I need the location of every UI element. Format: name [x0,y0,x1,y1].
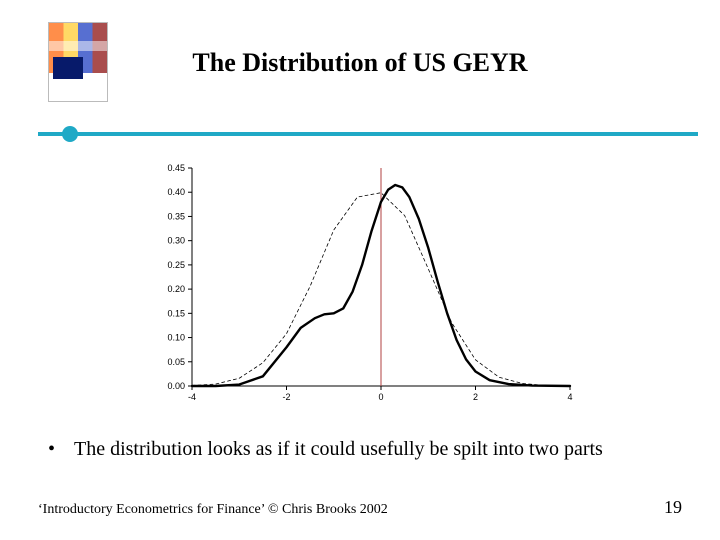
page-number: 19 [664,497,682,518]
horizontal-rule [38,132,698,136]
footer-citation: ‘Introductory Econometrics for Finance’ … [38,502,388,518]
svg-text:0.30: 0.30 [167,236,185,246]
slide-title: The Distribution of US GEYR [0,48,720,78]
svg-text:4: 4 [567,392,572,402]
svg-text:0.45: 0.45 [167,163,185,173]
chart-svg: 0.00 0.05 0.10 0.15 0.20 0.25 0.30 0.35 0.40 0.45… [150,160,580,410]
svg-text:0.25: 0.25 [167,260,185,270]
bullet-marker: • [48,438,74,461]
svg-text:0.35: 0.35 [167,211,185,221]
svg-text:0.10: 0.10 [167,333,185,343]
svg-text:2: 2 [473,392,478,402]
svg-text:-4: -4 [188,392,196,402]
svg-text:0.15: 0.15 [167,308,185,318]
svg-text:0: 0 [378,392,383,402]
bullet-text: The distribution looks as if it could us… [74,438,603,460]
svg-text:-2: -2 [282,392,290,402]
bullet-item: •The distribution looks as if it could u… [48,438,688,461]
rule-knob [62,126,78,142]
svg-text:0.05: 0.05 [167,357,185,367]
distribution-chart: 0.00 0.05 0.10 0.15 0.20 0.25 0.30 0.35 0.40 0.45… [150,160,580,410]
svg-text:0.40: 0.40 [167,187,185,197]
svg-text:0.20: 0.20 [167,284,185,294]
svg-text:0.00: 0.00 [167,381,185,391]
